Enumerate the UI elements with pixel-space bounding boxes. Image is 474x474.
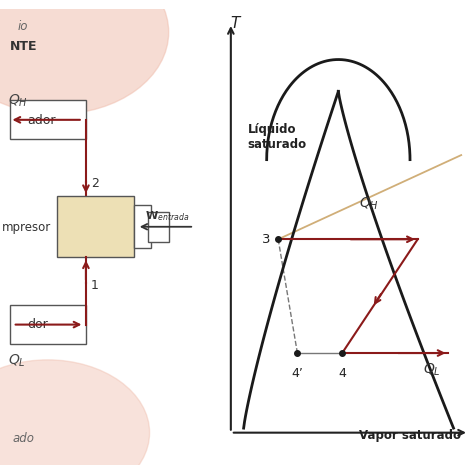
Text: 2: 2	[91, 177, 99, 190]
Text: $Q_H$: $Q_H$	[8, 93, 28, 109]
Text: T: T	[231, 16, 240, 31]
Text: 4: 4	[338, 367, 346, 380]
Text: 3: 3	[262, 233, 271, 246]
Text: mpresor: mpresor	[1, 221, 51, 235]
Text: $\mathbf{W}_{entrada}$: $\mathbf{W}_{entrada}$	[145, 210, 189, 223]
Text: NTE: NTE	[9, 40, 37, 54]
Text: $Q_H$: $Q_H$	[359, 195, 379, 212]
Text: $Q_L$: $Q_L$	[423, 362, 440, 378]
Text: Vapor saturado: Vapor saturado	[359, 429, 461, 442]
Text: $Q_L$: $Q_L$	[8, 352, 26, 369]
Text: 1: 1	[91, 279, 99, 292]
Text: dor: dor	[27, 319, 48, 331]
Text: ado: ado	[13, 432, 35, 445]
Bar	[9, 100, 86, 139]
Bar	[9, 305, 86, 344]
Bar	[57, 196, 134, 257]
Ellipse shape	[0, 360, 150, 474]
Text: ador: ador	[27, 114, 55, 127]
Bar	[134, 205, 151, 248]
Text: io: io	[18, 20, 28, 33]
Text: Líquido
saturado: Líquido saturado	[247, 123, 307, 151]
Bar	[148, 212, 169, 242]
Ellipse shape	[0, 0, 169, 114]
Text: 4’: 4’	[292, 367, 303, 380]
